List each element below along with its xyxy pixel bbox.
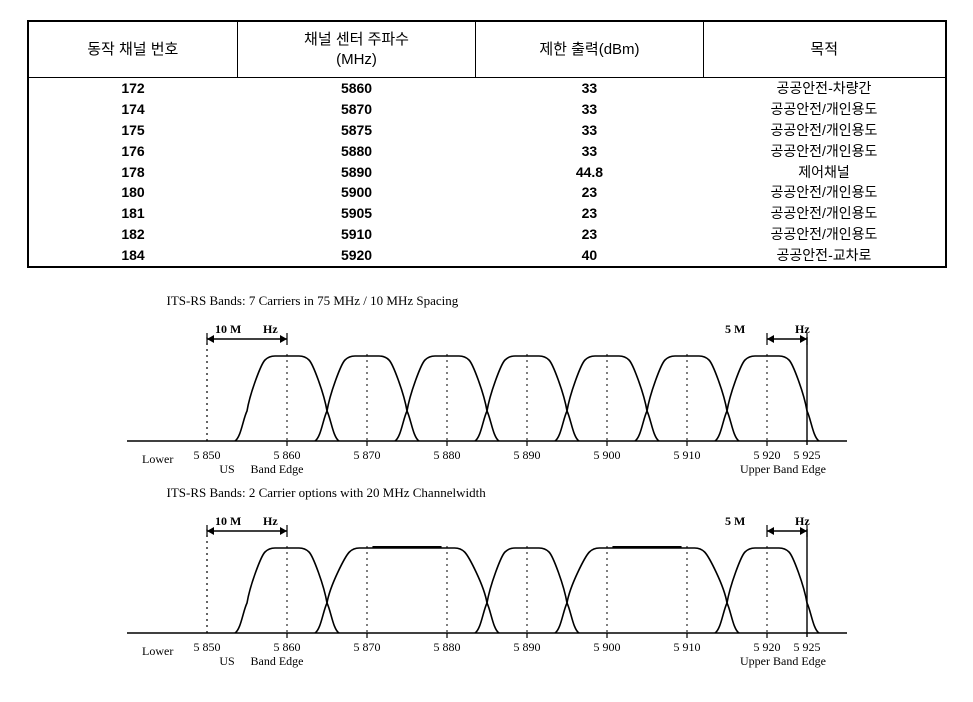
table-cell: 공공안전/개인용도	[703, 203, 945, 224]
col-header: 동작 채널 번호	[28, 21, 238, 78]
diagram-bottom-title: ITS-RS Bands: 2 Carrier options with 20 …	[167, 485, 847, 501]
svg-text:US: US	[219, 462, 234, 476]
table-cell: 33	[475, 120, 703, 141]
svg-text:5 880: 5 880	[433, 640, 460, 654]
table-cell: 5890	[238, 162, 476, 183]
svg-text:Hz: Hz	[263, 514, 278, 528]
table-row: 184592040공공안전-교차로	[28, 245, 946, 267]
svg-text:US: US	[219, 654, 234, 668]
svg-text:5 920: 5 920	[753, 640, 780, 654]
table-cell: 33	[475, 99, 703, 120]
svg-text:Upper Band Edge: Upper Band Edge	[740, 462, 826, 476]
svg-text:5 925: 5 925	[793, 640, 820, 654]
table-cell: 5870	[238, 99, 476, 120]
svg-text:10 M: 10 M	[215, 322, 241, 336]
diagram-top-title: ITS-RS Bands: 7 Carriers in 75 MHz / 10 …	[167, 293, 847, 309]
table-cell: 5880	[238, 141, 476, 162]
table-header: 동작 채널 번호 채널 센터 주파수(MHz) 제한 출력(dBm) 목적	[28, 21, 946, 78]
svg-text:Hz: Hz	[263, 322, 278, 336]
svg-text:5 890: 5 890	[513, 448, 540, 462]
table-cell: 181	[28, 203, 238, 224]
svg-text:5 M: 5 M	[725, 322, 745, 336]
svg-text:5 860: 5 860	[273, 448, 300, 462]
table-row: 172586033공공안전-차량간	[28, 78, 946, 99]
table-cell: 33	[475, 78, 703, 99]
table-cell: 172	[28, 78, 238, 99]
table-cell: 180	[28, 182, 238, 203]
svg-text:Upper Band Edge: Upper Band Edge	[740, 654, 826, 668]
col-header: 목적	[703, 21, 945, 78]
svg-text:5 910: 5 910	[673, 640, 700, 654]
table-cell: 공공안전/개인용도	[703, 182, 945, 203]
table-row: 181590523공공안전/개인용도	[28, 203, 946, 224]
table-cell: 5905	[238, 203, 476, 224]
table-cell: 184	[28, 245, 238, 267]
svg-text:5 870: 5 870	[353, 448, 380, 462]
table-cell: 176	[28, 141, 238, 162]
svg-text:5 850: 5 850	[193, 640, 220, 654]
table-row: 180590023공공안전/개인용도	[28, 182, 946, 203]
table-cell: 공공안전/개인용도	[703, 141, 945, 162]
table-cell: 40	[475, 245, 703, 267]
svg-text:5 870: 5 870	[353, 640, 380, 654]
table-cell: 23	[475, 224, 703, 245]
table-row: 175587533공공안전/개인용도	[28, 120, 946, 141]
table-cell: 5920	[238, 245, 476, 267]
table-cell: 175	[28, 120, 238, 141]
channel-diagram-bottom: 5 850 5 860 5 870 5 880 5 890 5 900 5 910 5 920…	[127, 503, 847, 673]
table-cell: 공공안전/개인용도	[703, 99, 945, 120]
table-cell: 5875	[238, 120, 476, 141]
table-cell: 5910	[238, 224, 476, 245]
table-body: 172586033공공안전-차량간174587033공공안전/개인용도17558…	[28, 78, 946, 268]
svg-text:5 880: 5 880	[433, 448, 460, 462]
svg-text:5 920: 5 920	[753, 448, 780, 462]
svg-text:5 910: 5 910	[673, 448, 700, 462]
svg-text:5 890: 5 890	[513, 640, 540, 654]
svg-text:5 925: 5 925	[793, 448, 820, 462]
diagrams-container: ITS-RS Bands: 7 Carriers in 75 MHz / 10 …	[127, 293, 847, 673]
table-row: 174587033공공안전/개인용도	[28, 99, 946, 120]
table-cell: 178	[28, 162, 238, 183]
table-cell: 공공안전-교차로	[703, 245, 945, 267]
col-header: 채널 센터 주파수(MHz)	[238, 21, 476, 78]
svg-text:5 900: 5 900	[593, 640, 620, 654]
table-cell: 174	[28, 99, 238, 120]
table-row: 178589044.8제어채널	[28, 162, 946, 183]
svg-text:Band Edge: Band Edge	[250, 654, 303, 668]
channel-diagram-top: 5 850 5 860 5 870 5 880 5 890 5 900 5 910 5 920…	[127, 311, 847, 481]
table-cell: 5860	[238, 78, 476, 99]
table-row: 176588033공공안전/개인용도	[28, 141, 946, 162]
table-cell: 공공안전/개인용도	[703, 224, 945, 245]
table-cell: 공공안전/개인용도	[703, 120, 945, 141]
svg-text:Hz: Hz	[795, 322, 810, 336]
svg-text:5 860: 5 860	[273, 640, 300, 654]
table-cell: 182	[28, 224, 238, 245]
table-cell: 공공안전-차량간	[703, 78, 945, 99]
svg-text:Lower: Lower	[142, 644, 173, 658]
channel-table: 동작 채널 번호 채널 센터 주파수(MHz) 제한 출력(dBm) 목적 17…	[27, 20, 947, 268]
svg-text:Lower: Lower	[142, 452, 173, 466]
table-cell: 33	[475, 141, 703, 162]
svg-text:10 M: 10 M	[215, 514, 241, 528]
svg-text:Band Edge: Band Edge	[250, 462, 303, 476]
table-cell: 44.8	[475, 162, 703, 183]
table-cell: 5900	[238, 182, 476, 203]
svg-text:5 850: 5 850	[193, 448, 220, 462]
table-cell: 23	[475, 182, 703, 203]
col-header: 제한 출력(dBm)	[475, 21, 703, 78]
svg-text:5 900: 5 900	[593, 448, 620, 462]
table-cell: 제어채널	[703, 162, 945, 183]
svg-text:5 M: 5 M	[725, 514, 745, 528]
table-cell: 23	[475, 203, 703, 224]
table-row: 182591023공공안전/개인용도	[28, 224, 946, 245]
svg-text:Hz: Hz	[795, 514, 810, 528]
